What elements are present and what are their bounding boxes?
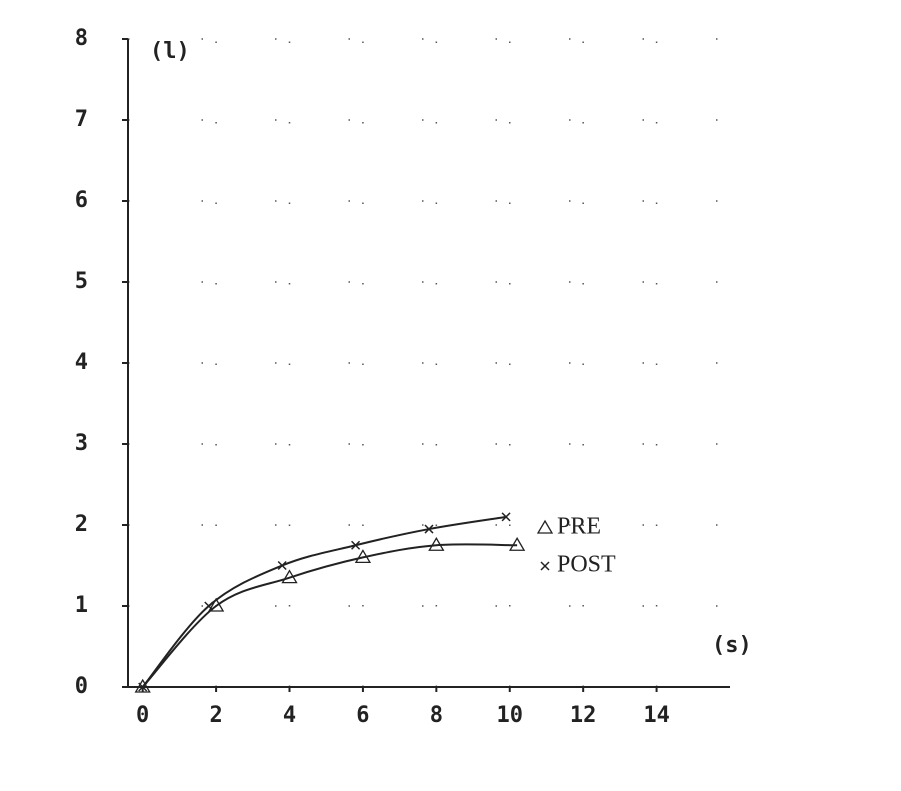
triangle-marker bbox=[134, 678, 151, 693]
y-tick-label: 2 bbox=[75, 512, 88, 537]
y-tick-label: 8 bbox=[75, 26, 88, 51]
triangle-marker bbox=[354, 549, 372, 564]
x-tick-label: 12 bbox=[570, 703, 597, 728]
series-line bbox=[141, 515, 507, 688]
x-tick-label: 2 bbox=[209, 703, 222, 728]
y-tick-label: 4 bbox=[75, 350, 88, 375]
x-tick-label: 8 bbox=[430, 703, 443, 728]
x-tick-label: 10 bbox=[497, 703, 524, 728]
x-tick-label: 4 bbox=[283, 703, 296, 728]
legend-label: POST bbox=[557, 552, 616, 578]
y-tick-label: 1 bbox=[75, 593, 88, 618]
legend-label: PRE bbox=[557, 514, 601, 540]
legend-marker bbox=[536, 519, 554, 534]
x-marker bbox=[351, 540, 361, 550]
triangle-marker bbox=[508, 536, 526, 551]
x-tick-label: 0 bbox=[136, 703, 149, 728]
legend-marker bbox=[540, 561, 550, 571]
x-marker bbox=[277, 560, 287, 571]
x-marker bbox=[424, 524, 434, 534]
x-axis-label: (s) bbox=[712, 633, 752, 658]
x-tick-label: 14 bbox=[643, 703, 670, 728]
y-axis-label: (l) bbox=[150, 39, 190, 64]
x-tick-label: 6 bbox=[356, 703, 369, 728]
y-tick-label: 3 bbox=[75, 431, 88, 456]
triangle-marker bbox=[428, 536, 445, 551]
x-marker bbox=[501, 512, 511, 522]
y-tick-label: 6 bbox=[75, 188, 88, 213]
y-tick-label: 5 bbox=[75, 269, 88, 294]
y-tick-label: 7 bbox=[75, 107, 88, 132]
x-marker bbox=[138, 682, 148, 692]
triangle-marker bbox=[207, 597, 225, 612]
y-tick-label: 0 bbox=[75, 674, 88, 699]
x-marker bbox=[204, 601, 214, 611]
triangle-marker bbox=[281, 569, 298, 584]
